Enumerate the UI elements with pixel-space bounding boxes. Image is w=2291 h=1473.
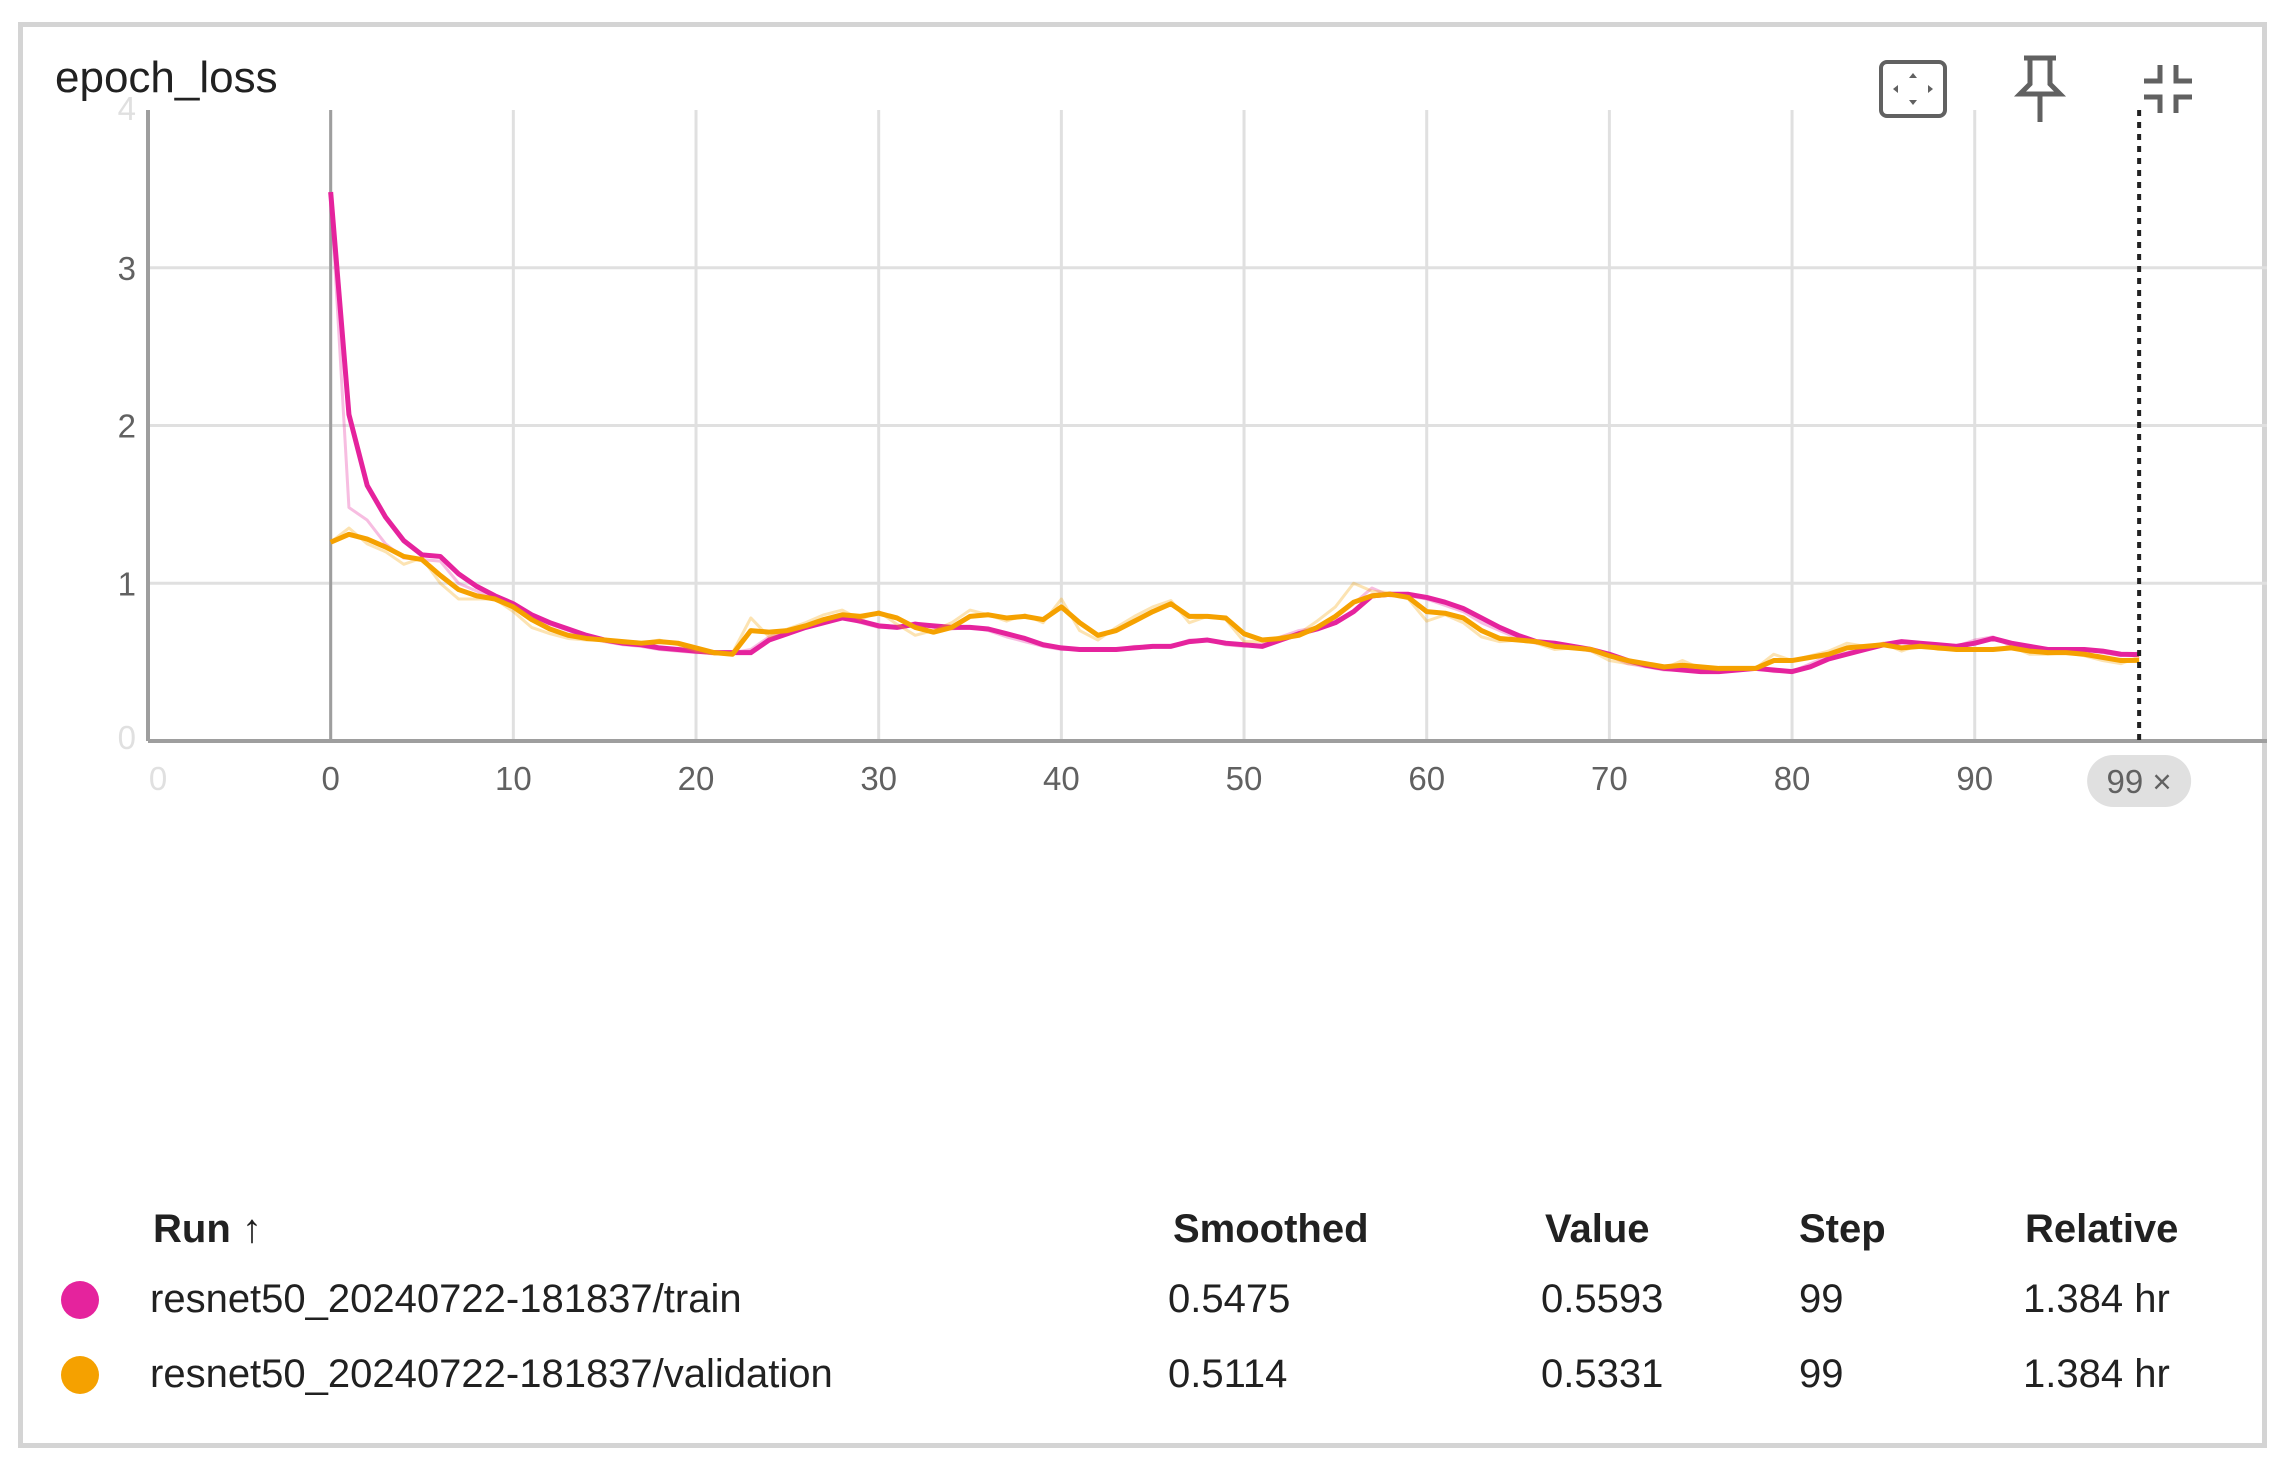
header-value: Value — [1545, 1207, 1650, 1251]
x-tick-label: 60 — [1408, 760, 1445, 797]
step-cursor-label: 99 × — [2107, 763, 2172, 800]
validation-color-dot — [61, 1356, 99, 1394]
relative-value: 1.384 hr — [2023, 1277, 2170, 1321]
run-name: resnet50_20240722-181837/validation — [150, 1352, 833, 1396]
train-color-dot — [61, 1281, 99, 1319]
step-value: 99 — [1799, 1277, 1844, 1321]
smoothed-value: 0.5475 — [1168, 1277, 1291, 1321]
pin-button[interactable] — [2000, 49, 2080, 129]
fit-domain-button[interactable] — [1873, 49, 1953, 129]
y-tick-label: 1 — [118, 565, 136, 602]
y-tick-label: 2 — [118, 408, 136, 445]
y-tick-label: 3 — [118, 250, 136, 287]
header-smoothed: Smoothed — [1173, 1207, 1369, 1251]
pin-icon — [2013, 55, 2067, 122]
scalar-card: epoch_loss 0 10 20 30 40 50 60 70 80 90 1 2 3 0 4 0 99 … — [18, 22, 2267, 1448]
validation-smoothed-line — [329, 531, 2140, 671]
header-relative: Relative — [2025, 1207, 2179, 1251]
x-tick-label: 50 — [1226, 760, 1263, 797]
x-tick-label: 30 — [860, 760, 897, 797]
header-run[interactable]: Run ↑ — [153, 1207, 262, 1251]
x-tick-label: 10 — [495, 760, 532, 797]
relative-value: 1.384 hr — [2023, 1352, 2170, 1396]
x-tick-label: 20 — [678, 760, 715, 797]
step-value: 99 — [1799, 1352, 1844, 1396]
y-tick-label-faint: 4 — [118, 90, 136, 127]
y-tick-label-faint: 0 — [118, 719, 136, 756]
x-tick-label: 80 — [1774, 760, 1811, 797]
step-cursor-badge — [2087, 755, 2192, 807]
run-name: resnet50_20240722-181837/train — [150, 1277, 742, 1321]
header-step: Step — [1799, 1207, 1886, 1251]
x-tick-label: 70 — [1591, 760, 1628, 797]
raw-value: 0.5331 — [1541, 1352, 1664, 1396]
x-tick-label: 40 — [1043, 760, 1080, 797]
raw-value: 0.5593 — [1541, 1277, 1664, 1321]
card-title: epoch_loss — [55, 53, 278, 102]
collapse-button[interactable] — [2128, 49, 2208, 129]
fit-domain-icon — [1879, 60, 1947, 118]
train-smoothed-line — [328, 191, 2140, 675]
smoothed-value: 0.5114 — [1168, 1352, 1288, 1396]
x-tick-label-faint: 0 — [149, 760, 167, 797]
x-tick-label: 0 — [321, 760, 339, 797]
collapse-icon — [2144, 65, 2192, 113]
train-raw-line — [329, 191, 2140, 674]
x-tick-label: 90 — [1956, 760, 1993, 797]
